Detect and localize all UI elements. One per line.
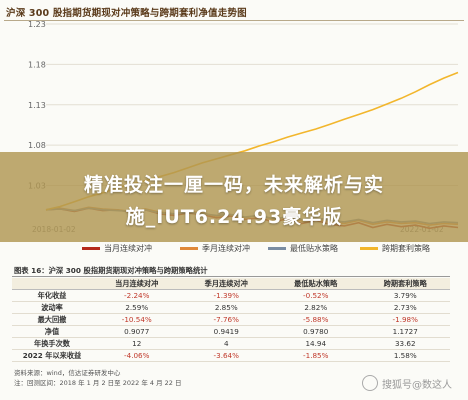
table-cell: 1.1727 [360, 325, 450, 338]
note-line: 注：回测区间：2018 年 1 月 2 日至 2022 年 4 月 22 日 [14, 379, 182, 387]
chart-legend: 当月连续对冲 季月连续对冲 最低贴水策略 跨期套利策略 [60, 243, 460, 257]
table-cell: 33.62 [360, 337, 450, 350]
table-header-cell: 季月连续对冲 [181, 278, 271, 290]
row-label: 最大回撤 [12, 313, 92, 326]
overlay-line-1: 精准投注一厘一码，未来解析与实 [83, 174, 384, 196]
table-cell: 14.94 [271, 337, 361, 350]
table-cell: 4 [181, 337, 271, 350]
table-cell: 0.9419 [181, 325, 271, 338]
table-cell: -10.54% [92, 313, 182, 326]
table-cell: -1.98% [360, 313, 450, 326]
y-tick-label: 1.08 [28, 141, 46, 150]
table-row: 净值 0.9077 0.9419 0.9780 1.1727 [12, 325, 450, 338]
table-cell: -2.24% [92, 289, 182, 302]
overlay-banner: 精准投注一厘一码，未来解析与实 施_IUT6.24.93豪华版 [0, 152, 468, 242]
table-cell: 0.9780 [271, 325, 361, 338]
stats-table: 当月连续对冲 季月连续对冲 最低贴水策略 跨期套利策略 年化收益 -2.24% … [12, 278, 450, 362]
table-cell: -1.39% [181, 289, 271, 302]
table-cell: 2.73% [360, 301, 450, 314]
table-row: 波动率 2.59% 2.85% 2.82% 2.73% [12, 301, 450, 314]
y-tick-label: 1.18 [28, 60, 46, 69]
legend-item-monthly: 当月连续对冲 [82, 243, 152, 254]
table-header-cell [12, 278, 92, 290]
legend-item-calendar-spread: 跨期套利策略 [360, 243, 430, 254]
table-cell: 2.59% [92, 301, 182, 314]
y-tick-label: 1.13 [28, 101, 46, 110]
legend-swatch-quarterly [180, 247, 198, 250]
source-note: 资料来源：wind，信达证券研发中心 注：回测区间：2018 年 1 月 2 日… [14, 368, 182, 388]
legend-swatch-min-discount [268, 247, 286, 250]
legend-label: 跨期套利策略 [382, 244, 430, 253]
table-cell: -1.85% [271, 349, 361, 362]
table-cell: -5.88% [271, 313, 361, 326]
row-label: 年化收益 [12, 289, 92, 302]
legend-swatch-monthly [82, 247, 100, 250]
legend-item-quarterly: 季月连续对冲 [180, 243, 250, 254]
table-cell: 2.85% [181, 301, 271, 314]
overlay-line-2: 施_IUT6.24.93豪华版 [125, 206, 343, 228]
row-label: 净值 [12, 325, 92, 338]
table-row: 2022 年以来收益 -4.06% -3.64% -1.85% 1.58% [12, 349, 450, 362]
table-cell: -4.06% [92, 349, 182, 362]
table-header-cell: 最低贴水策略 [271, 278, 361, 290]
legend-label: 季月连续对冲 [202, 244, 250, 253]
legend-label: 当月连续对冲 [104, 244, 152, 253]
table-cell: -7.76% [181, 313, 271, 326]
table-cell: -3.64% [181, 349, 271, 362]
table-row: 年换手次数 12 4 14.94 33.62 [12, 337, 450, 350]
table-cell: 3.79% [360, 289, 450, 302]
table-header-row: 当月连续对冲 季月连续对冲 最低贴水策略 跨期套利策略 [12, 278, 450, 290]
watermark-logo-icon [362, 375, 378, 391]
legend-label: 最低贴水策略 [290, 244, 338, 253]
source-line: 资料来源：wind，信达证券研发中心 [14, 369, 121, 377]
y-tick-label: 1.23 [28, 20, 46, 29]
table-header-cell: 当月连续对冲 [92, 278, 182, 290]
caption-divider [12, 276, 450, 277]
table-cell: -0.52% [271, 289, 361, 302]
table-cell: 12 [92, 337, 182, 350]
table-row: 最大回撤 -10.54% -7.76% -5.88% -1.98% [12, 313, 450, 326]
watermark-text: 搜狐号@数这人 [382, 379, 452, 391]
row-label: 2022 年以来收益 [12, 349, 92, 362]
row-label: 波动率 [12, 301, 92, 314]
table-cell: 0.9077 [92, 325, 182, 338]
legend-swatch-calendar-spread [360, 247, 378, 250]
row-label: 年换手次数 [12, 337, 92, 350]
title-divider [4, 20, 464, 21]
table-header-cell: 跨期套利策略 [360, 278, 450, 290]
watermark: 搜狐号@数这人 [362, 375, 452, 391]
chart-title: 沪深 300 股指期货期现对冲策略与跨期套利净值走势图 [6, 8, 247, 19]
table-caption: 图表 16：沪深 300 股指期货期现对冲策略与跨期策略统计 [14, 266, 208, 275]
table-row: 年化收益 -2.24% -1.39% -0.52% 3.79% [12, 289, 450, 302]
table-cell: 1.58% [360, 349, 450, 362]
table-cell: 2.82% [271, 301, 361, 314]
legend-item-min-discount: 最低贴水策略 [268, 243, 338, 254]
